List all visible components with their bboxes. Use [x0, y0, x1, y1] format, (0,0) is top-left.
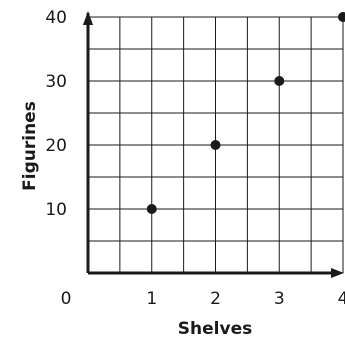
data-point	[210, 140, 221, 150]
x-axis-title: Shelves	[178, 319, 252, 339]
data-points	[146, 12, 345, 214]
axes	[83, 11, 344, 278]
x-axis-arrow	[331, 268, 344, 278]
y-axis-arrow	[83, 11, 93, 25]
tick-labels: 0 1 2 3 4 10 20 30 40	[45, 8, 345, 309]
y-tick-label: 30	[45, 72, 67, 92]
x-tick-label: 2	[210, 289, 221, 309]
origin-label: 0	[61, 289, 72, 309]
data-point	[274, 76, 285, 86]
x-tick-label: 1	[146, 289, 157, 309]
y-axis-title: Figurines	[20, 101, 40, 191]
data-point	[146, 204, 157, 214]
data-point	[338, 12, 345, 22]
y-tick-label: 40	[45, 8, 67, 28]
y-tick-label: 10	[45, 200, 67, 220]
y-tick-label: 20	[45, 136, 67, 156]
x-tick-label: 3	[274, 289, 285, 309]
x-tick-label: 4	[338, 289, 345, 309]
